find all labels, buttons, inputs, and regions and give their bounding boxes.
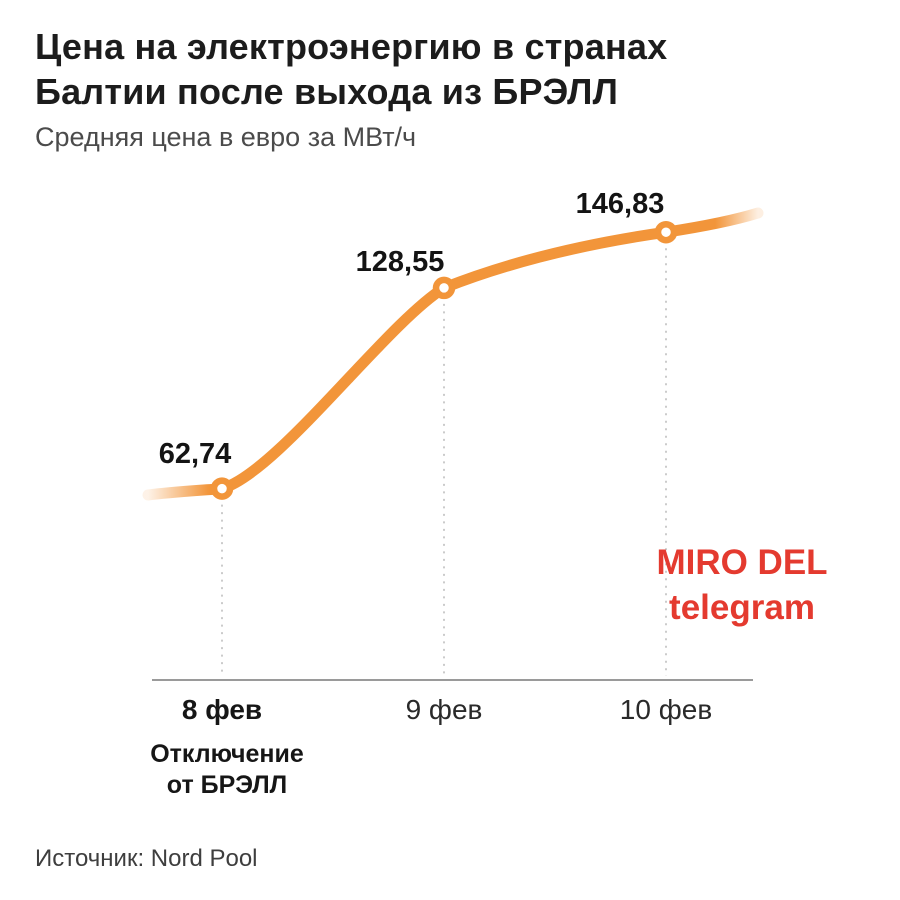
source-credit: Источник: Nord Pool xyxy=(35,845,258,872)
watermark: MIRO DEL telegram xyxy=(656,540,827,630)
x-tick-label: 9 фев xyxy=(405,694,483,725)
data-point-marker xyxy=(654,220,678,244)
x-axis-annotation-line1: Отключение xyxy=(150,740,304,768)
chart-title: Цена на электроэнергию в странах Балтии … xyxy=(35,24,667,114)
value-label: 128,55 xyxy=(355,246,445,278)
chart-title-line2: Балтии после выхода из БРЭЛЛ xyxy=(35,71,619,112)
watermark-line2: telegram xyxy=(669,588,815,627)
x-axis-annotation-line2: от БРЭЛЛ xyxy=(166,771,288,799)
value-label: 146,83 xyxy=(575,188,665,220)
watermark-line1: MIRO DEL xyxy=(656,543,828,582)
data-point-marker xyxy=(432,276,456,300)
value-label: 62,74 xyxy=(158,438,232,470)
x-axis-annotation: Отключение от БРЭЛЛ xyxy=(150,739,304,801)
data-point-marker xyxy=(210,477,234,500)
x-tick-label: 10 фев xyxy=(619,694,713,725)
chart-title-line1: Цена на электроэнергию в странах xyxy=(35,26,668,67)
chart-subtitle: Средняя цена в евро за МВт/ч xyxy=(35,122,417,152)
x-tick-label: 8 фев xyxy=(181,694,263,725)
